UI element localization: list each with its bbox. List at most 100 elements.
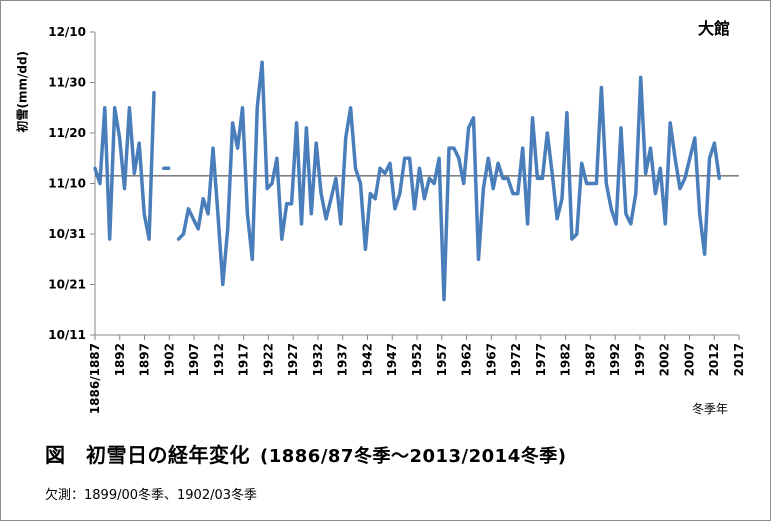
- data-point: [689, 157, 691, 159]
- data-point: [610, 208, 612, 210]
- data-point: [99, 182, 101, 185]
- series-line: [176, 60, 722, 302]
- data-point: [546, 132, 548, 134]
- data-point: [433, 182, 435, 185]
- data-point: [374, 198, 376, 200]
- data-point: [192, 218, 194, 220]
- data-point: [330, 198, 332, 200]
- data-point: [649, 147, 652, 149]
- data-point: [123, 188, 126, 190]
- data-point: [119, 137, 121, 139]
- data-point: [674, 157, 676, 159]
- data-point: [340, 223, 342, 225]
- data-point: [699, 213, 701, 215]
- y-axis-title: 初雪(mm/dd): [15, 50, 30, 133]
- data-point: [345, 137, 347, 139]
- x-tick-label: 1977: [534, 343, 548, 376]
- data-point: [399, 193, 401, 195]
- x-tick-label: 1917: [237, 343, 251, 376]
- x-tick-label: 1937: [336, 343, 350, 376]
- data-point: [354, 167, 357, 169]
- x-tick-label: 1967: [484, 343, 498, 376]
- data-point: [350, 107, 352, 109]
- data-point: [718, 177, 720, 179]
- data-point: [522, 147, 524, 149]
- data-point: [590, 182, 593, 185]
- data-point: [128, 107, 130, 109]
- data-point: [364, 248, 366, 250]
- data-point: [713, 142, 716, 144]
- data-point: [679, 188, 681, 190]
- data-point: [389, 162, 391, 164]
- figure-title: 図 初雪日の経年変化 (1886/87冬季～2013/2014冬季): [45, 439, 566, 468]
- data-point: [654, 193, 657, 195]
- data-point: [536, 177, 539, 179]
- data-point: [305, 127, 307, 129]
- x-tick-label: 1922: [261, 343, 275, 376]
- data-point: [182, 233, 185, 235]
- data-point: [133, 172, 135, 174]
- data-point: [296, 122, 298, 124]
- data-point: [586, 182, 588, 185]
- data-point: [684, 177, 686, 179]
- data-point: [630, 223, 632, 225]
- data-point: [645, 172, 647, 174]
- x-tick-label: 1952: [410, 343, 424, 376]
- data-point: [222, 283, 224, 286]
- x-tick-label: 1932: [311, 343, 325, 376]
- data-point: [94, 167, 96, 169]
- data-point: [266, 188, 268, 190]
- x-tick-label: 1972: [509, 343, 523, 376]
- y-tick-label: 11/30: [48, 76, 86, 90]
- data-point: [438, 157, 440, 159]
- data-point: [492, 188, 494, 190]
- data-point: [286, 203, 288, 205]
- data-point: [148, 238, 150, 240]
- data-point: [153, 92, 155, 94]
- station-name: 大館: [698, 19, 731, 38]
- data-point: [708, 157, 711, 159]
- data-point: [232, 122, 234, 124]
- x-tick-label: 1997: [633, 343, 647, 376]
- data-point: [109, 238, 111, 240]
- figure-title-main: 図 初雪日の経年変化: [45, 443, 250, 467]
- data-point: [409, 157, 411, 159]
- x-tick-label: 1942: [360, 343, 374, 376]
- x-tick-label: 1897: [138, 343, 152, 376]
- data-point: [256, 107, 258, 109]
- data-point: [482, 188, 484, 190]
- data-point: [561, 198, 563, 200]
- data-point: [497, 162, 499, 164]
- y-tick-label: 10/31: [48, 227, 86, 241]
- data-point: [615, 223, 617, 225]
- x-tick-label: 1907: [187, 343, 201, 376]
- data-point: [143, 213, 145, 215]
- data-point: [251, 258, 253, 260]
- x-axis-title: 冬季年: [692, 402, 729, 416]
- data-point: [178, 238, 180, 240]
- data-point: [694, 137, 696, 139]
- series-line: [93, 90, 156, 241]
- data-point: [595, 182, 598, 185]
- data-point: [187, 208, 189, 210]
- data-point: [163, 167, 165, 169]
- data-point: [212, 147, 214, 149]
- y-tick-label: 11/10: [48, 177, 86, 191]
- data-point: [394, 208, 396, 210]
- x-tick-label: 1957: [435, 343, 449, 376]
- data-point: [620, 127, 622, 129]
- data-point: [487, 157, 489, 159]
- data-point: [463, 182, 465, 185]
- data-point: [556, 218, 558, 220]
- x-tick-label: 1962: [460, 343, 474, 376]
- data-point: [281, 238, 283, 240]
- data-point: [669, 122, 671, 124]
- data-point: [246, 213, 248, 215]
- x-tick-label: 1927: [286, 343, 300, 376]
- data-point: [315, 142, 317, 144]
- data-point: [659, 167, 661, 169]
- data-point: [291, 203, 293, 205]
- data-point: [605, 182, 607, 185]
